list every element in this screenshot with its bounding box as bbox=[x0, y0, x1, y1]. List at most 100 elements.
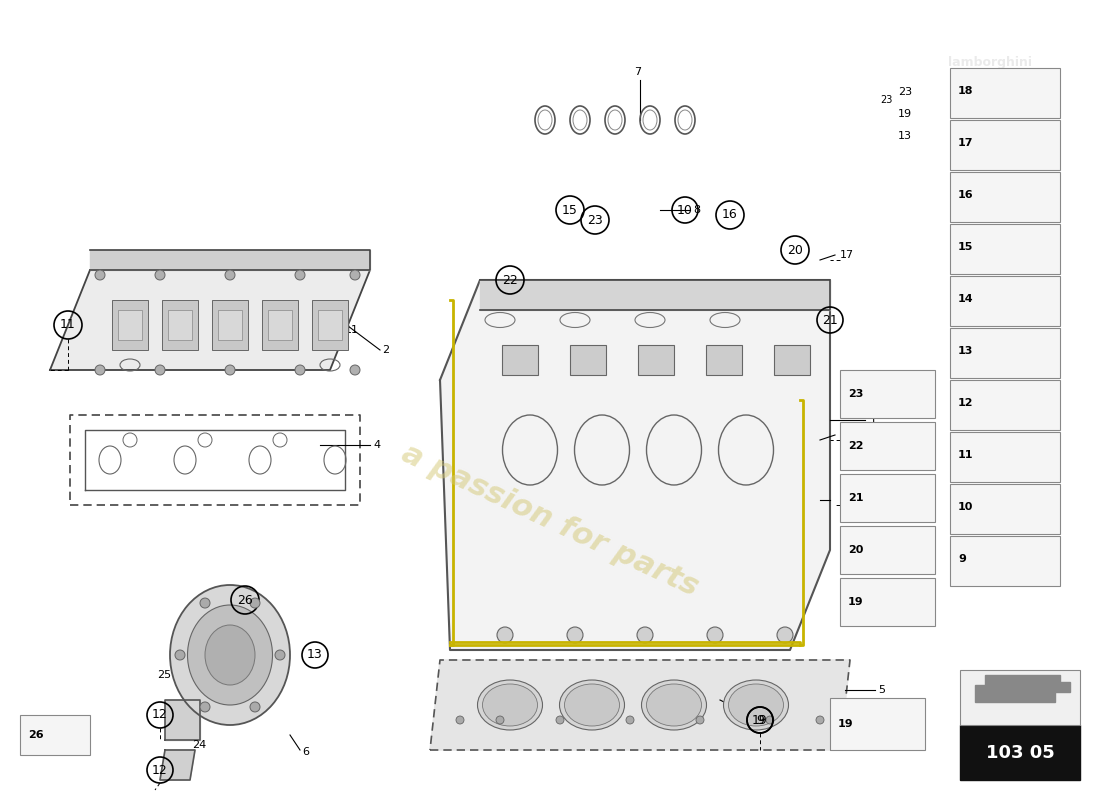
Text: 19: 19 bbox=[752, 714, 768, 726]
Text: 12: 12 bbox=[958, 398, 974, 408]
Bar bbox=[774, 345, 810, 375]
Circle shape bbox=[637, 627, 653, 643]
Text: 18: 18 bbox=[958, 86, 974, 96]
Text: 23: 23 bbox=[848, 389, 864, 399]
Text: 26: 26 bbox=[238, 594, 253, 606]
Circle shape bbox=[626, 716, 634, 724]
FancyBboxPatch shape bbox=[950, 172, 1060, 222]
Circle shape bbox=[95, 270, 104, 280]
Circle shape bbox=[200, 702, 210, 712]
Text: 13: 13 bbox=[958, 346, 974, 356]
Ellipse shape bbox=[560, 680, 625, 730]
Bar bbox=[162, 300, 198, 350]
FancyBboxPatch shape bbox=[950, 68, 1060, 118]
Circle shape bbox=[155, 270, 165, 280]
Circle shape bbox=[566, 627, 583, 643]
Ellipse shape bbox=[170, 585, 290, 725]
Bar bbox=[570, 345, 606, 375]
Ellipse shape bbox=[728, 684, 783, 726]
Bar bbox=[168, 310, 192, 340]
Bar bbox=[268, 310, 292, 340]
Text: 21: 21 bbox=[822, 314, 838, 326]
FancyBboxPatch shape bbox=[840, 422, 935, 470]
Text: 11: 11 bbox=[345, 325, 359, 335]
Text: 26: 26 bbox=[28, 730, 44, 740]
Text: a passion for parts: a passion for parts bbox=[397, 438, 703, 602]
FancyBboxPatch shape bbox=[950, 276, 1060, 326]
Circle shape bbox=[250, 598, 260, 608]
Text: 20: 20 bbox=[848, 545, 864, 555]
Circle shape bbox=[497, 627, 513, 643]
FancyBboxPatch shape bbox=[950, 120, 1060, 170]
Text: 20: 20 bbox=[788, 243, 803, 257]
Polygon shape bbox=[430, 660, 850, 750]
FancyBboxPatch shape bbox=[960, 670, 1080, 725]
Text: 1: 1 bbox=[870, 415, 877, 425]
Text: 23: 23 bbox=[587, 214, 603, 226]
Ellipse shape bbox=[641, 680, 706, 730]
Circle shape bbox=[816, 716, 824, 724]
Bar bbox=[312, 300, 348, 350]
Circle shape bbox=[275, 650, 285, 660]
Ellipse shape bbox=[187, 605, 273, 705]
FancyBboxPatch shape bbox=[950, 224, 1060, 274]
Polygon shape bbox=[440, 280, 830, 650]
Text: 4: 4 bbox=[373, 440, 381, 450]
Bar bbox=[638, 345, 674, 375]
Text: 18: 18 bbox=[840, 430, 854, 440]
Text: 10: 10 bbox=[678, 203, 693, 217]
FancyBboxPatch shape bbox=[950, 328, 1060, 378]
Circle shape bbox=[250, 702, 260, 712]
FancyBboxPatch shape bbox=[20, 715, 90, 755]
Ellipse shape bbox=[564, 684, 619, 726]
Polygon shape bbox=[50, 270, 370, 370]
Circle shape bbox=[556, 716, 564, 724]
Bar bbox=[112, 300, 148, 350]
FancyBboxPatch shape bbox=[830, 698, 925, 750]
FancyBboxPatch shape bbox=[840, 578, 935, 626]
FancyBboxPatch shape bbox=[950, 484, 1060, 534]
FancyBboxPatch shape bbox=[960, 725, 1080, 780]
Circle shape bbox=[95, 365, 104, 375]
Polygon shape bbox=[165, 700, 200, 740]
Text: 19: 19 bbox=[838, 719, 854, 729]
Text: 16: 16 bbox=[958, 190, 974, 200]
Text: 10: 10 bbox=[958, 502, 974, 512]
Circle shape bbox=[295, 270, 305, 280]
Circle shape bbox=[295, 365, 305, 375]
Circle shape bbox=[777, 627, 793, 643]
Text: 103 05: 103 05 bbox=[986, 744, 1055, 762]
FancyBboxPatch shape bbox=[840, 370, 935, 418]
Text: 7: 7 bbox=[635, 67, 641, 77]
FancyBboxPatch shape bbox=[950, 432, 1060, 482]
Polygon shape bbox=[480, 280, 830, 310]
Text: lamborghini
parts: lamborghini parts bbox=[948, 56, 1032, 84]
Text: 21: 21 bbox=[848, 493, 864, 503]
Text: 13: 13 bbox=[307, 649, 323, 662]
Text: 12: 12 bbox=[152, 709, 168, 722]
Bar bbox=[218, 310, 242, 340]
Bar bbox=[212, 300, 248, 350]
Text: 23: 23 bbox=[898, 87, 912, 97]
Ellipse shape bbox=[483, 684, 538, 726]
Text: 15: 15 bbox=[562, 203, 578, 217]
Ellipse shape bbox=[205, 625, 255, 685]
Text: 22: 22 bbox=[848, 441, 864, 451]
Text: 24: 24 bbox=[192, 740, 207, 750]
Text: 8: 8 bbox=[693, 205, 700, 215]
Circle shape bbox=[496, 716, 504, 724]
Text: 14: 14 bbox=[840, 495, 854, 505]
Bar bbox=[118, 310, 142, 340]
Circle shape bbox=[766, 716, 774, 724]
Text: 17: 17 bbox=[958, 138, 974, 148]
Circle shape bbox=[696, 716, 704, 724]
Text: 17: 17 bbox=[840, 250, 854, 260]
FancyBboxPatch shape bbox=[840, 474, 935, 522]
Text: 13: 13 bbox=[898, 131, 912, 141]
Text: 11: 11 bbox=[958, 450, 974, 460]
Circle shape bbox=[707, 627, 723, 643]
FancyBboxPatch shape bbox=[950, 536, 1060, 586]
Circle shape bbox=[456, 716, 464, 724]
Text: 2: 2 bbox=[382, 345, 389, 355]
Circle shape bbox=[350, 270, 360, 280]
